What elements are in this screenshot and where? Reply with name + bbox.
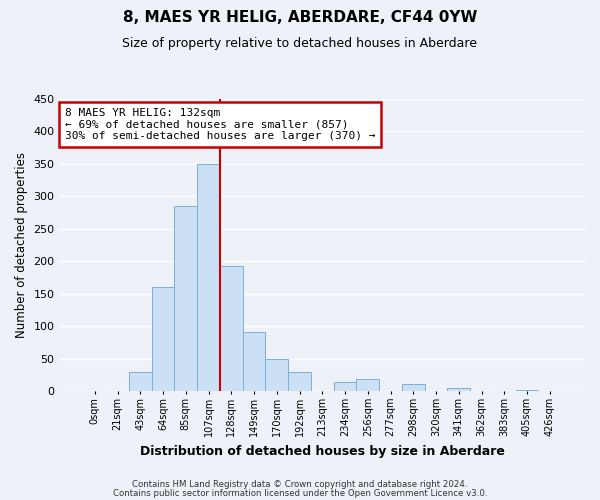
Bar	[152, 287, 175, 391]
Bar	[402, 384, 425, 391]
Text: 8, MAES YR HELIG, ABERDARE, CF44 0YW: 8, MAES YR HELIG, ABERDARE, CF44 0YW	[123, 10, 477, 25]
Bar	[288, 372, 311, 391]
Text: Contains HM Land Registry data © Crown copyright and database right 2024.: Contains HM Land Registry data © Crown c…	[132, 480, 468, 489]
Bar	[356, 379, 379, 391]
Bar	[515, 390, 538, 391]
Bar	[334, 382, 356, 391]
Y-axis label: Number of detached properties: Number of detached properties	[15, 152, 28, 338]
X-axis label: Distribution of detached houses by size in Aberdare: Distribution of detached houses by size …	[140, 444, 505, 458]
Bar	[242, 332, 265, 391]
Text: Contains public sector information licensed under the Open Government Licence v3: Contains public sector information licen…	[113, 488, 487, 498]
Text: Size of property relative to detached houses in Aberdare: Size of property relative to detached ho…	[122, 38, 478, 51]
Bar	[197, 164, 220, 391]
Bar	[175, 206, 197, 391]
Text: 8 MAES YR HELIG: 132sqm
← 69% of detached houses are smaller (857)
30% of semi-d: 8 MAES YR HELIG: 132sqm ← 69% of detache…	[65, 108, 375, 141]
Bar	[265, 358, 288, 391]
Bar	[129, 372, 152, 391]
Bar	[220, 266, 242, 391]
Bar	[448, 388, 470, 391]
